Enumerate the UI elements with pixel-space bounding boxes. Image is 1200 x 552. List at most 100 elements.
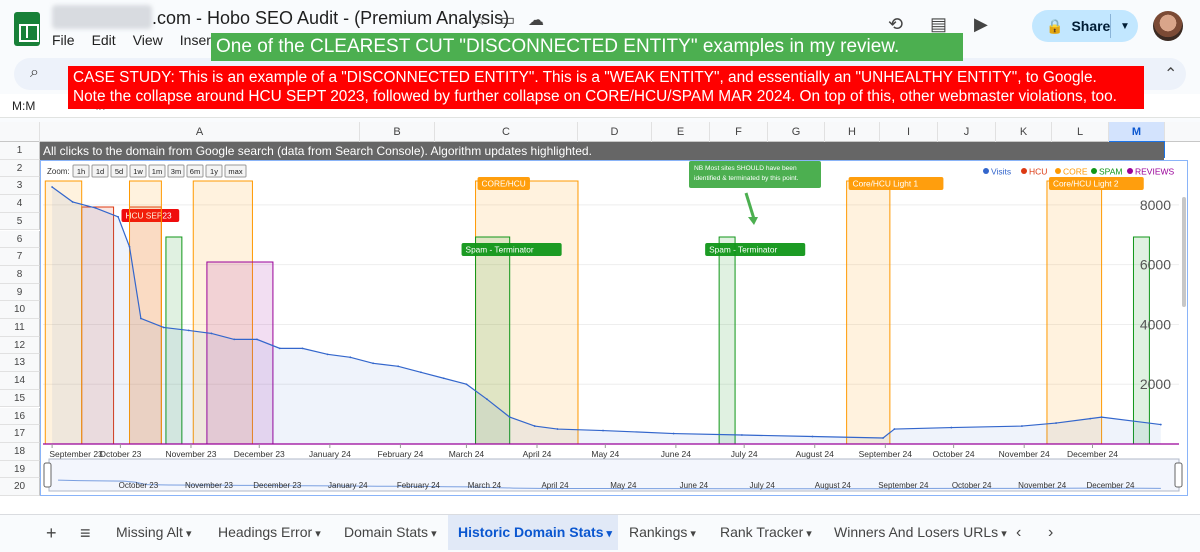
row-header[interactable]: 1 [0,142,40,160]
menu-file[interactable]: File [52,32,75,48]
row-header[interactable]: 7 [0,248,40,266]
row-header[interactable]: 16 [0,407,40,426]
column-header-f[interactable]: F [710,122,768,142]
collapse-toolbar-icon[interactable]: ⌃ [1164,66,1178,83]
all-sheets-icon[interactable]: ≡ [80,523,91,543]
column-header-j[interactable]: J [938,122,996,142]
row-header[interactable]: 11 [0,319,40,337]
tab-menu-icon[interactable]: ▾ [687,528,696,540]
column-header-i[interactable]: I [880,122,938,142]
history-icon[interactable]: ⟲ [888,14,904,34]
name-box[interactable]: M:M [12,99,36,113]
column-header-b[interactable]: B [360,122,435,142]
zoom-button-1d[interactable] [91,164,109,178]
column-header-d[interactable]: D [578,122,652,142]
visits-point [465,383,468,386]
column-header-c[interactable]: C [435,122,578,142]
zoom-button-1h[interactable] [72,164,90,178]
tab-menu-icon[interactable]: ▾ [312,528,321,540]
zoom-button-1y[interactable] [205,164,223,178]
document-title[interactable]: .com - Hobo SEO Audit - (Premium Analysi… [152,8,510,28]
comments-icon[interactable]: ▤ [930,14,948,34]
tab-menu-icon[interactable]: ▾ [998,528,1007,540]
cloud-status-icon[interactable]: ☁ [528,12,544,29]
menu-edit[interactable]: Edit [91,32,116,48]
zoom-button-1w[interactable] [129,164,147,178]
row-header[interactable]: 2 [0,159,40,178]
row-header[interactable]: 17 [0,425,40,443]
tab-menu-icon[interactable]: ▾ [603,528,613,540]
tab-menu-icon[interactable]: ▾ [428,528,437,540]
sheet-tab[interactable]: Rankings ▾ [619,515,707,550]
menu-insert[interactable]: Insert [179,32,215,48]
vertical-scrollbar[interactable] [1182,197,1186,307]
column-header-g[interactable]: G [768,122,825,142]
sheet-tab[interactable]: Winners And Losers URLs ▾ [824,515,1010,550]
legend-label: HCU [1029,167,1047,177]
menu-view[interactable]: View [132,32,163,48]
x-tick-label: December 24 [1067,449,1118,459]
range-handle-left[interactable] [43,462,52,488]
chart-header-cell[interactable]: All clicks to the domain from Google sea… [40,142,1164,160]
visits-point [372,362,375,365]
move-folder-icon[interactable]: ▭ [500,12,516,29]
row-header[interactable]: 18 [0,442,40,461]
row-header[interactable]: 15 [0,389,40,408]
sheet-tab[interactable]: Historic Domain Stats ▾ [448,515,618,550]
legend-label: Visits [991,167,1011,177]
column-header-k[interactable]: K [996,122,1052,142]
row-header[interactable]: 19 [0,460,40,479]
update-band-hcu [129,206,162,445]
annotation-arrowhead [748,217,758,225]
add-sheet-icon[interactable]: + [46,523,57,543]
row-header[interactable]: 6 [0,230,40,249]
range-tick-label: December 23 [253,481,302,490]
visits-point [811,435,814,438]
share-dropdown-icon[interactable]: ▼ [1120,20,1130,32]
band-label: Spam - Terminator [466,245,534,255]
tab-menu-icon[interactable]: ▾ [803,528,812,540]
range-handle-right[interactable] [1174,462,1183,488]
sheet-tab[interactable]: Domain Stats ▾ [334,515,446,550]
visits-point [210,332,213,335]
row-header[interactable]: 14 [0,372,40,390]
star-icon[interactable]: ☆ [472,12,487,29]
sheets-logo-icon[interactable] [14,12,40,46]
zoom-button-max[interactable] [224,164,247,178]
zoom-button-6m[interactable] [186,164,204,178]
row-header[interactable]: 12 [0,336,40,355]
column-header-m[interactable]: M [1109,122,1165,142]
select-all-corner[interactable] [0,122,40,142]
scroll-tabs-right-icon[interactable]: › [1048,524,1054,541]
zoom-button-5d[interactable] [110,164,128,178]
sheet-tab[interactable]: Rank Tracker ▾ [710,515,822,550]
zoom-button-3m[interactable] [167,164,185,178]
sheet-tab-label: Rank Tracker [720,524,804,540]
row-header[interactable]: 8 [0,265,40,284]
row-header[interactable]: 20 [0,478,40,496]
column-header-l[interactable]: L [1052,122,1109,142]
row-header[interactable]: 9 [0,283,40,302]
row-header[interactable]: 5 [0,212,40,231]
row-header[interactable]: 4 [0,195,40,213]
column-header-h[interactable]: H [825,122,880,142]
zoom-button-1m[interactable] [148,164,166,178]
row-header[interactable]: 10 [0,301,40,319]
chart-container[interactable]: HCU SEP23 CORE/HCU Spam - Terminator Spam -… [40,160,1188,496]
sheet-tab[interactable]: Headings Error ▾ [208,515,332,550]
row-header[interactable]: 3 [0,177,40,196]
sheet-tab[interactable]: Missing Alt ▾ [106,515,206,550]
sheet-tab-label: Historic Domain Stats [458,524,604,540]
search-icon[interactable]: ⌕ [30,64,39,81]
column-header-a[interactable]: A [40,122,360,142]
avatar[interactable] [1153,11,1183,41]
legend-label: SPAM [1099,167,1122,177]
row-header[interactable]: 13 [0,354,40,373]
meet-icon[interactable]: ▶ [974,14,988,34]
column-header-e[interactable]: E [652,122,710,142]
visits-point [893,428,896,430]
update-band-reviews [206,261,274,445]
share-button[interactable]: 🔒 Share ▼ [1032,10,1138,42]
scroll-tabs-left-icon[interactable]: ‹ [1016,524,1022,541]
tab-menu-icon[interactable]: ▾ [182,528,192,540]
